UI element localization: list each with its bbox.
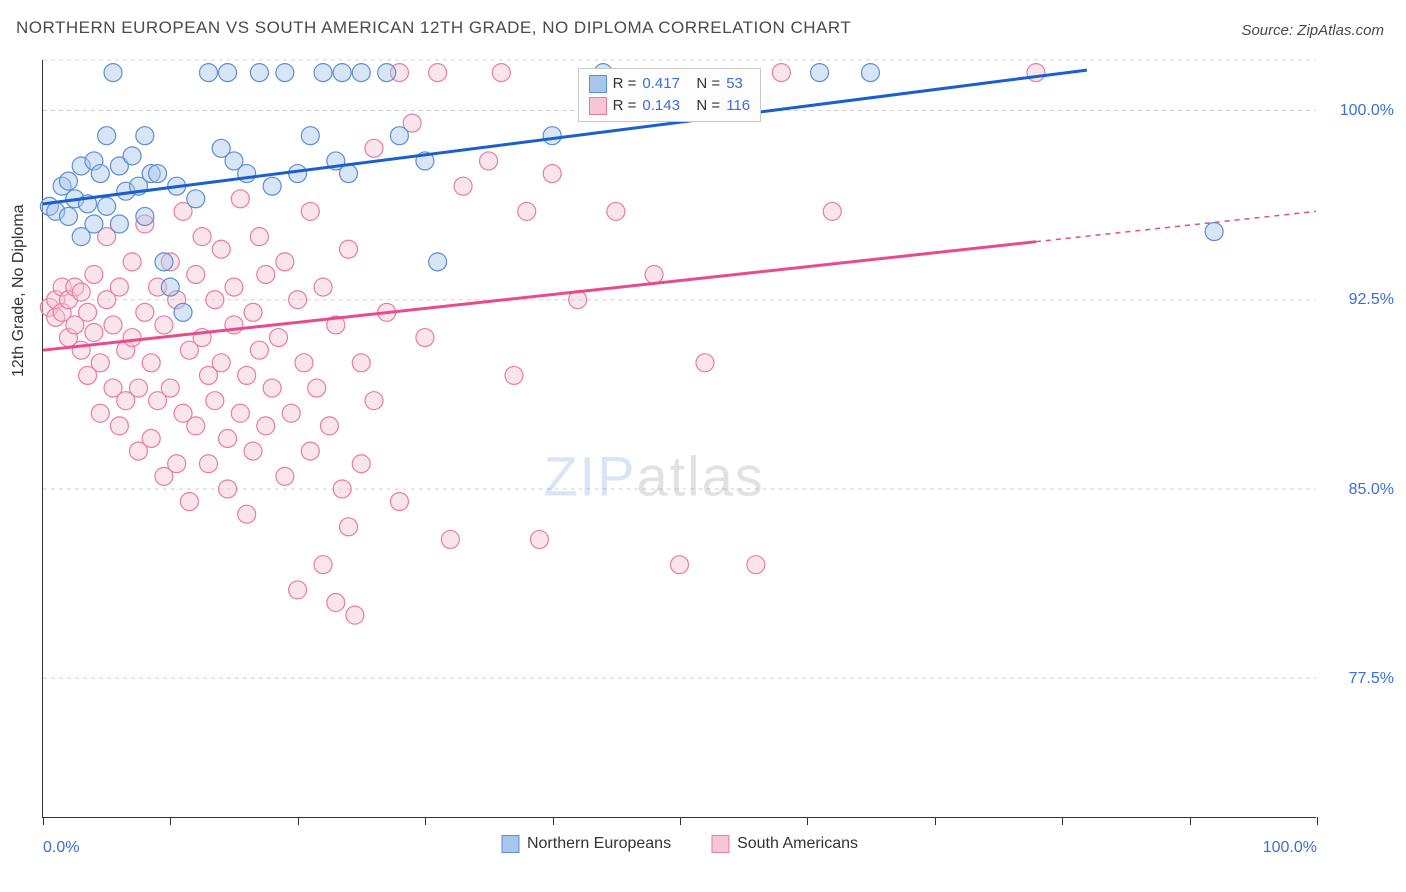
y-tick-label: 92.5% <box>1349 291 1394 309</box>
legend-n-value: 53 <box>726 75 743 92</box>
legend-r-label: R = <box>613 97 637 114</box>
x-tick <box>170 817 171 825</box>
legend-swatch <box>589 97 607 115</box>
x-tick <box>680 817 681 825</box>
y-axis-label: 12th Grade, No Diploma <box>10 204 28 377</box>
legend-stat-row: R = 0.143 N = 116 <box>589 95 750 117</box>
x-tick <box>553 817 554 825</box>
x-tick <box>807 817 808 825</box>
x-tick-label: 100.0% <box>1263 839 1317 857</box>
x-tick <box>1062 817 1063 825</box>
chart-title: NORTHERN EUROPEAN VS SOUTH AMERICAN 12TH… <box>16 18 851 38</box>
legend-item: Northern Europeans <box>501 835 671 853</box>
x-tick <box>298 817 299 825</box>
x-tick <box>1317 817 1318 825</box>
legend-label: Northern Europeans <box>527 835 671 853</box>
y-tick-label: 100.0% <box>1340 102 1394 120</box>
x-tick <box>935 817 936 825</box>
chart-svg <box>43 60 1316 817</box>
x-tick-label: 0.0% <box>43 839 79 857</box>
legend-r-label: R = <box>613 75 637 92</box>
legend-r-value: 0.417 <box>642 75 690 92</box>
legend-label: South Americans <box>737 835 858 853</box>
x-tick <box>1190 817 1191 825</box>
legend-swatch <box>711 835 729 853</box>
legend-item: South Americans <box>711 835 858 853</box>
source-label: Source: ZipAtlas.com <box>1241 22 1384 39</box>
legend-n-label: N = <box>696 97 720 114</box>
legend-series: Northern Europeans South Americans <box>501 835 858 853</box>
legend-r-value: 0.143 <box>642 97 690 114</box>
plot-area: 77.5%85.0%92.5%100.0% 0.0%100.0% ZIPatla… <box>42 60 1316 818</box>
x-tick <box>425 817 426 825</box>
legend-n-label: N = <box>696 75 720 92</box>
legend-swatch <box>589 75 607 93</box>
legend-swatch <box>501 835 519 853</box>
legend-stat-row: R = 0.417 N = 53 <box>589 73 750 95</box>
legend-stats: R = 0.417 N = 53 R = 0.143 N = 116 <box>578 68 761 122</box>
legend-n-value: 116 <box>726 97 750 114</box>
y-tick-label: 77.5% <box>1349 670 1394 688</box>
x-tick <box>43 817 44 825</box>
y-tick-label: 85.0% <box>1349 481 1394 499</box>
